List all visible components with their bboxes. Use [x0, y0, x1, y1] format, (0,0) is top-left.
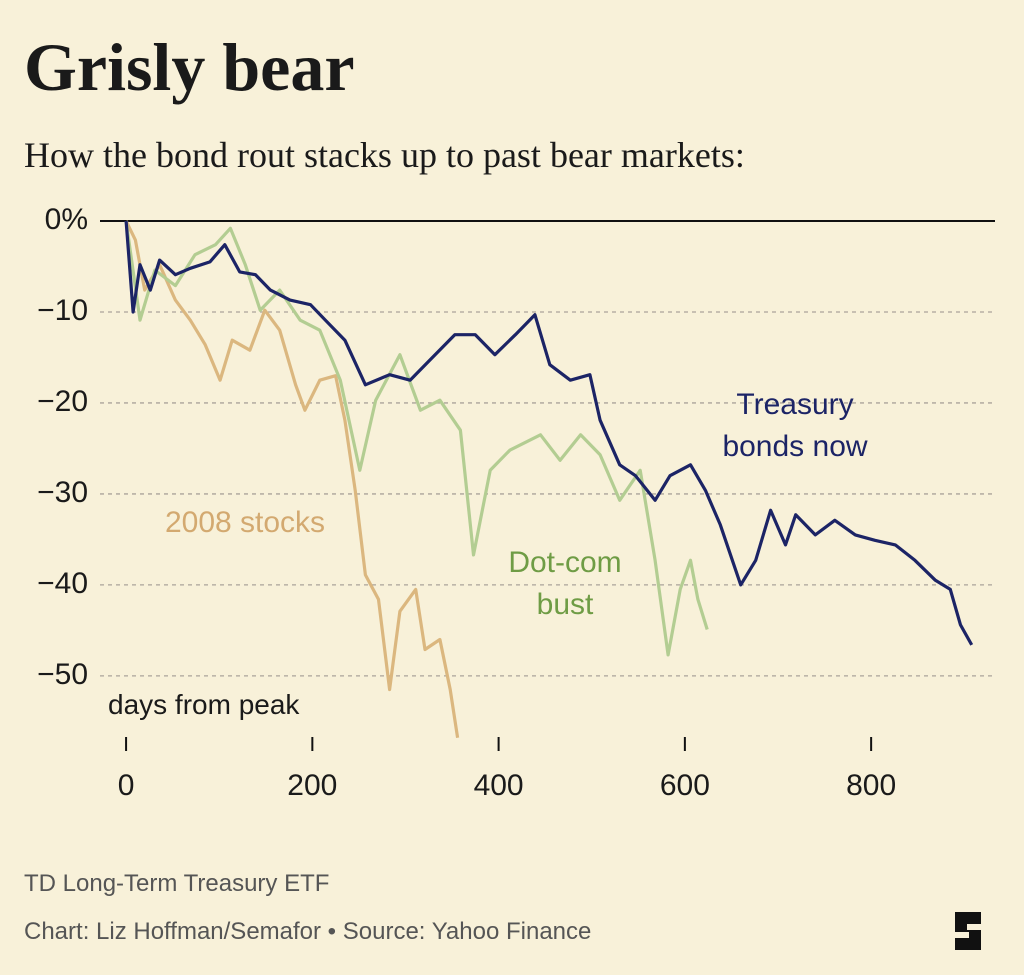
y-tick-label: 0% [45, 203, 88, 236]
chart-subtitle: How the bond rout stacks up to past bear… [24, 135, 745, 175]
series-line [124, 220, 460, 738]
x-tick-label: 0 [118, 769, 135, 802]
x-tick-label: 600 [660, 769, 710, 802]
y-tick-label: −50 [37, 658, 88, 691]
logo [955, 912, 981, 950]
series-label: Treasury bonds now [722, 388, 868, 463]
y-tick-label: −10 [37, 294, 88, 327]
y-tick-label: −20 [37, 385, 88, 418]
series-line [124, 220, 709, 657]
chart-title: Grisly bear [24, 29, 355, 105]
series-line [124, 220, 974, 646]
y-tick-label: −30 [37, 476, 88, 509]
x-tick-label: 200 [287, 769, 337, 802]
x-tick-label: 400 [474, 769, 524, 802]
credit: Chart: Liz Hoffman/Semafor • Source: Yah… [24, 918, 592, 945]
source-note: TD Long-Term Treasury ETF [24, 870, 330, 897]
y-tick-label: −40 [37, 567, 88, 600]
series-label: 2008 stocks [164, 506, 326, 539]
x-tick-label: 800 [846, 769, 896, 802]
x-axis-label: days from peak [108, 689, 300, 720]
series-label: Dot-com bust [508, 546, 622, 621]
